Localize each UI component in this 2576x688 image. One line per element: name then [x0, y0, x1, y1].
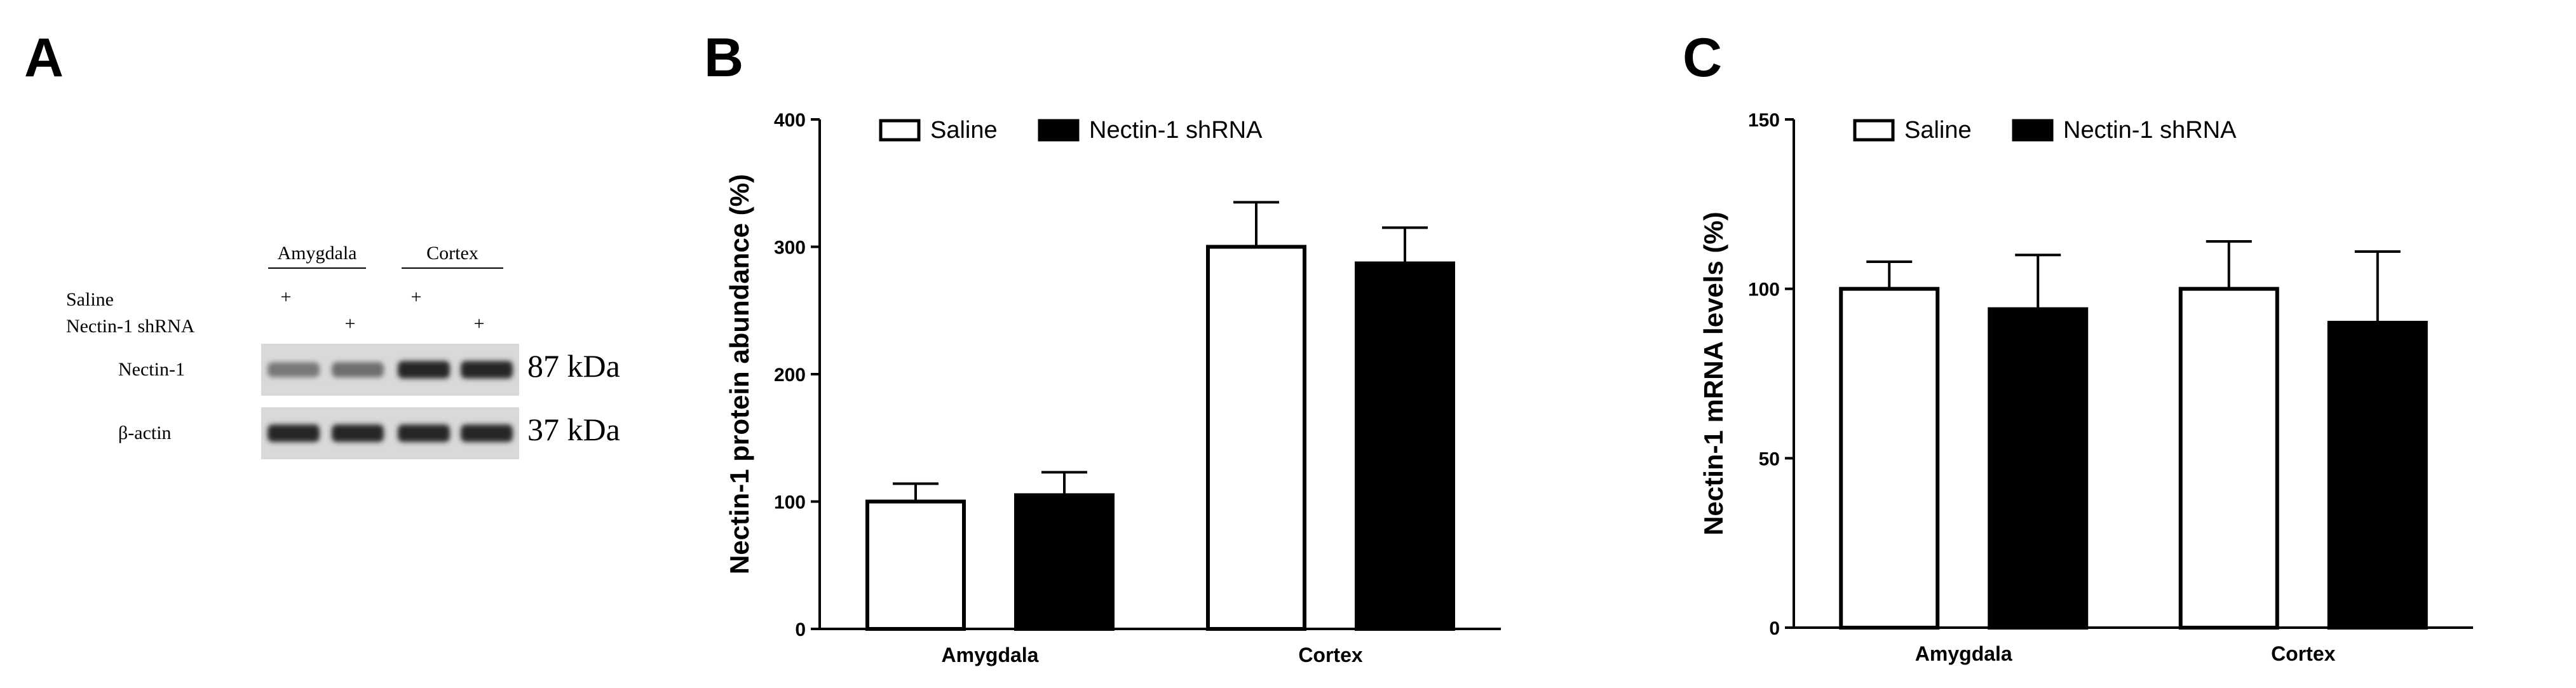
x-tick-label: Cortex	[2271, 642, 2336, 665]
y-axis-label: Nectin-1 protein abundance (%)	[724, 174, 754, 574]
bar	[2178, 287, 2279, 630]
y-tick-label: 100	[1748, 280, 1780, 300]
panel-c-letter: C	[1683, 27, 1722, 88]
group-label: Amygdala	[278, 243, 357, 264]
condition-mark: +	[474, 313, 485, 334]
condition-mark: +	[281, 287, 292, 307]
x-tick-label: Cortex	[1298, 644, 1363, 666]
blot-band	[398, 424, 450, 442]
y-tick-label: 400	[774, 110, 806, 131]
condition-mark: +	[411, 287, 422, 307]
blot-band	[268, 362, 320, 377]
legend-swatch	[1853, 119, 1895, 142]
blot-label: β-actin	[118, 422, 172, 443]
blot-label: Nectin-1	[118, 359, 185, 380]
y-tick-label: 100	[774, 492, 806, 513]
blot-band	[332, 362, 384, 377]
y-axis-label: Nectin-1 mRNA levels (%)	[1698, 212, 1728, 536]
y-tick-label: 0	[1769, 618, 1780, 639]
group-label: Cortex	[426, 243, 478, 264]
panel-a-letter: A	[24, 27, 64, 88]
panel-b-letter: B	[704, 27, 743, 88]
legend-label: Nectin-1 shRNA	[1089, 117, 1263, 144]
panel-b-protein-chart: B 0 100 200 300 400 Nectin-1 protein abundanc…	[704, 27, 1501, 666]
x-tick-label: Amygdala	[942, 644, 1039, 666]
bar	[1355, 261, 1455, 631]
bar	[1988, 307, 2089, 630]
blot-band	[398, 361, 450, 379]
x-tick-label: Amygdala	[1915, 642, 2012, 665]
y-tick-label: 50	[1759, 449, 1780, 469]
molecular-weight-label: 37 kDa	[527, 412, 620, 447]
bar	[2327, 321, 2428, 630]
western-blot-area: Amygdala Cortex Saline + + Nectin-1 shRNA + + Ne…	[66, 243, 620, 459]
y-tick-label: 300	[774, 238, 806, 259]
legend-label: Saline	[930, 117, 998, 144]
bar	[1014, 493, 1115, 631]
bar	[1206, 245, 1306, 631]
legend-label: Saline	[1904, 117, 1972, 144]
y-tick-label: 0	[795, 619, 806, 640]
condition-mark: +	[345, 313, 356, 334]
y-tick-label: 200	[774, 365, 806, 386]
panel-a-western-blot: A Amygdala Cortex Saline + + Nectin-1 shRNA + +…	[24, 27, 620, 459]
panel-c-mrna-chart: C 0 50 100 150 Nectin-1 mRNA levels (%) Amygd…	[1683, 27, 2473, 665]
legend-swatch	[1038, 119, 1080, 142]
blot-band	[268, 424, 320, 442]
bar	[865, 499, 966, 631]
blot-band	[461, 361, 513, 379]
bar	[1839, 287, 1940, 630]
legend-swatch	[879, 119, 921, 142]
y-tick-label: 150	[1748, 110, 1780, 131]
condition-label: Saline	[66, 289, 114, 310]
legend-label: Nectin-1 shRNA	[2063, 117, 2237, 144]
condition-label: Nectin-1 shRNA	[66, 316, 195, 337]
molecular-weight-label: 87 kDa	[527, 348, 620, 384]
blot-band	[461, 424, 513, 442]
mrna-levels-chart: 0 50 100 150 Nectin-1 mRNA levels (%) Amygdal…	[1698, 110, 2473, 665]
blot-band	[332, 424, 384, 442]
protein-abundance-chart: 0 100 200 300 400 Nectin-1 protein abundance …	[724, 110, 1501, 666]
legend-swatch	[2012, 119, 2054, 142]
